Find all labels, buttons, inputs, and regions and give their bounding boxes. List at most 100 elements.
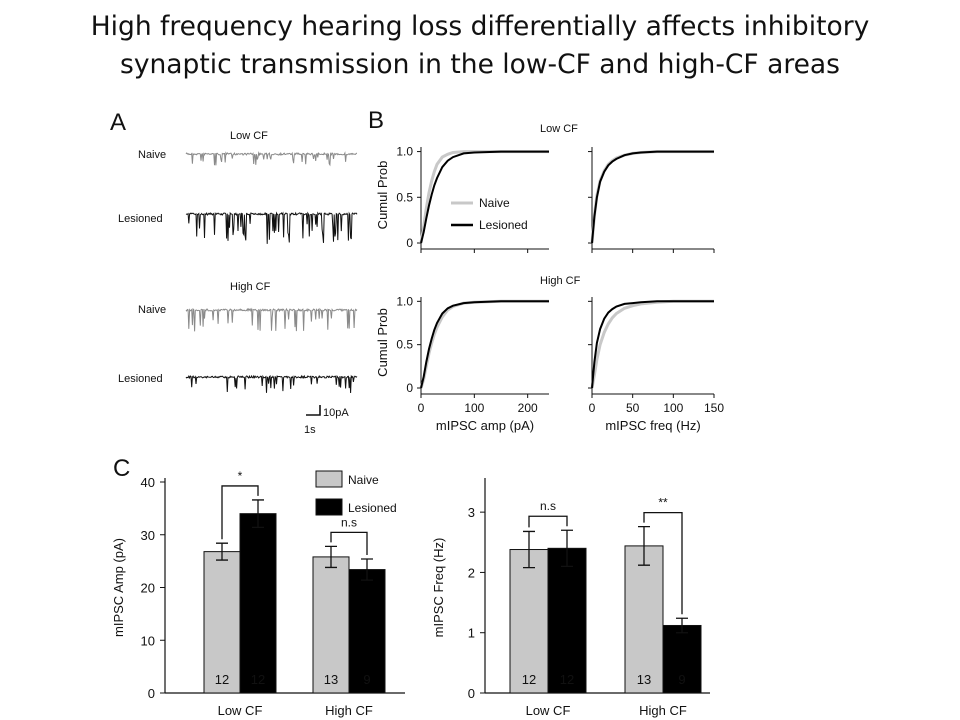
bar-naive (509, 549, 549, 694)
y-tick-label: 10 (141, 633, 155, 648)
significance-bracket (221, 485, 259, 540)
y-axis-label: Cumul Prob (375, 308, 390, 377)
bar-naive (624, 545, 664, 694)
x-tick-label: 100 (663, 401, 683, 415)
y-tick-label: 30 (141, 528, 155, 543)
series-line-lesioned (420, 300, 549, 389)
cdf-chart-B-low-amp: 0 0.5 1.0 Cumul Prob Naive Lesioned (375, 145, 549, 253)
trace-high-lesioned-label: Lesioned (118, 373, 163, 385)
bar-n-label: 12 (560, 672, 574, 687)
cdf-chart-B-high-freq: 0 50 100 150 mIPSC freq (Hz) (588, 297, 724, 433)
y-tick-label: 2 (468, 565, 475, 580)
trace-high-naive (185, 307, 358, 332)
legend-label-naive: Naive (479, 196, 510, 210)
bar-n-label: 12 (215, 672, 229, 687)
y-tick-label: 20 (141, 581, 155, 596)
error-bar (676, 617, 688, 634)
cdf-high-cf-title: High CF (540, 275, 581, 287)
error-bar (561, 529, 573, 568)
y-tick-label: 0.5 (396, 190, 413, 204)
bar-lesioned (239, 513, 277, 694)
error-bar (216, 542, 228, 561)
bar-n-label: 9 (363, 672, 370, 687)
significance-label: n.s (341, 515, 357, 529)
x-tick-label: 150 (704, 401, 724, 415)
legend-label-lesioned: Lesioned (348, 501, 397, 515)
significance-bracket (330, 531, 368, 556)
legend-label-lesioned: Lesioned (479, 218, 528, 232)
x-axis-label: mIPSC freq (Hz) (605, 418, 700, 433)
x-tick-label: 50 (626, 401, 640, 415)
x-tick-label: 0 (418, 401, 425, 415)
bar-chart-C-amp: 0 10 20 30 40 mIPSC Amp (pA) 12 12 * Low CF 13 9 n.s… (111, 469, 405, 718)
y-tick-label: 0 (148, 686, 155, 701)
cdf-low-cf-title: Low CF (540, 123, 578, 135)
x-category-label: Low CF (218, 703, 263, 718)
mipsc-traces (185, 151, 358, 394)
error-bar (361, 558, 373, 581)
series-line-lesioned (420, 150, 549, 244)
bar-naive (203, 551, 241, 694)
trace-high-cf-title: High CF (230, 281, 271, 293)
trace-low-naive (185, 151, 358, 167)
significance-bracket (643, 511, 683, 615)
series-line-naive (419, 299, 549, 389)
x-category-label: High CF (639, 703, 687, 718)
trace-high-lesioned (185, 374, 358, 394)
error-bar (325, 545, 337, 569)
y-axis-label: mIPSC Freq (Hz) (431, 538, 446, 638)
series-line-naive (419, 150, 549, 244)
bar-n-label: 9 (678, 672, 685, 687)
cdf-chart-B-low-freq (588, 147, 715, 253)
x-category-label: High CF (325, 703, 373, 718)
y-tick-label: 1.0 (396, 294, 413, 308)
x-tick-label: 100 (464, 401, 484, 415)
y-tick-label: 1.0 (396, 145, 413, 159)
y-tick-label: 1 (468, 626, 475, 641)
y-tick-label: 3 (468, 505, 475, 520)
significance-bracket (528, 515, 568, 528)
slide-title: High frequency hearing loss differential… (0, 8, 960, 84)
x-category-label: Low CF (526, 703, 571, 718)
trace-low-naive-label: Naive (138, 149, 166, 161)
slide-title-line-2: synaptic transmission in the low-CF and … (120, 49, 840, 80)
y-tick-label: 40 (141, 475, 155, 490)
bar-n-label: 12 (251, 672, 265, 687)
trace-low-lesioned-label: Lesioned (118, 213, 163, 225)
error-bar (638, 525, 650, 566)
bar-n-label: 13 (637, 672, 651, 687)
error-bar (523, 530, 535, 569)
panel-c-letter: C (113, 455, 130, 482)
scale-time-label: 1s (304, 424, 316, 436)
significance-label: n.s (540, 499, 556, 513)
series-line-lesioned (591, 300, 714, 389)
error-bar (252, 499, 264, 529)
y-tick-label: 0 (406, 381, 413, 395)
scale-amp-label: 10pA (323, 407, 349, 419)
panel-b-letter: B (368, 107, 384, 134)
significance-label: ** (658, 496, 668, 510)
y-axis-label: mIPSC Amp (pA) (111, 538, 126, 637)
series-line-lesioned (591, 150, 714, 244)
series-line-naive (590, 299, 714, 389)
trace-high-naive-label: Naive (138, 304, 166, 316)
legend-swatch-naive (315, 470, 343, 488)
series-line-naive (590, 150, 714, 244)
scale-bar (306, 405, 321, 416)
y-tick-label: 0 (406, 236, 413, 250)
x-tick-label: 0 (589, 401, 596, 415)
x-axis-label: mIPSC amp (pA) (436, 418, 534, 433)
legend-swatch-lesioned (315, 498, 343, 516)
significance-label: * (238, 469, 243, 483)
bar-n-label: 13 (324, 672, 338, 687)
bar-lesioned (348, 569, 386, 694)
bar-naive (312, 556, 350, 694)
x-tick-label: 200 (518, 401, 538, 415)
y-tick-label: 0 (468, 686, 475, 701)
cdf-chart-B-high-amp: 0 0.5 1.0 0 100 200 Cumul Prob mIPSC amp (pA) (375, 294, 549, 433)
trace-low-cf-title: Low CF (230, 130, 268, 142)
y-axis-label: Cumul Prob (375, 161, 390, 230)
slide-title-line-1: High frequency hearing loss differential… (90, 11, 870, 42)
trace-low-lesioned (185, 211, 358, 244)
